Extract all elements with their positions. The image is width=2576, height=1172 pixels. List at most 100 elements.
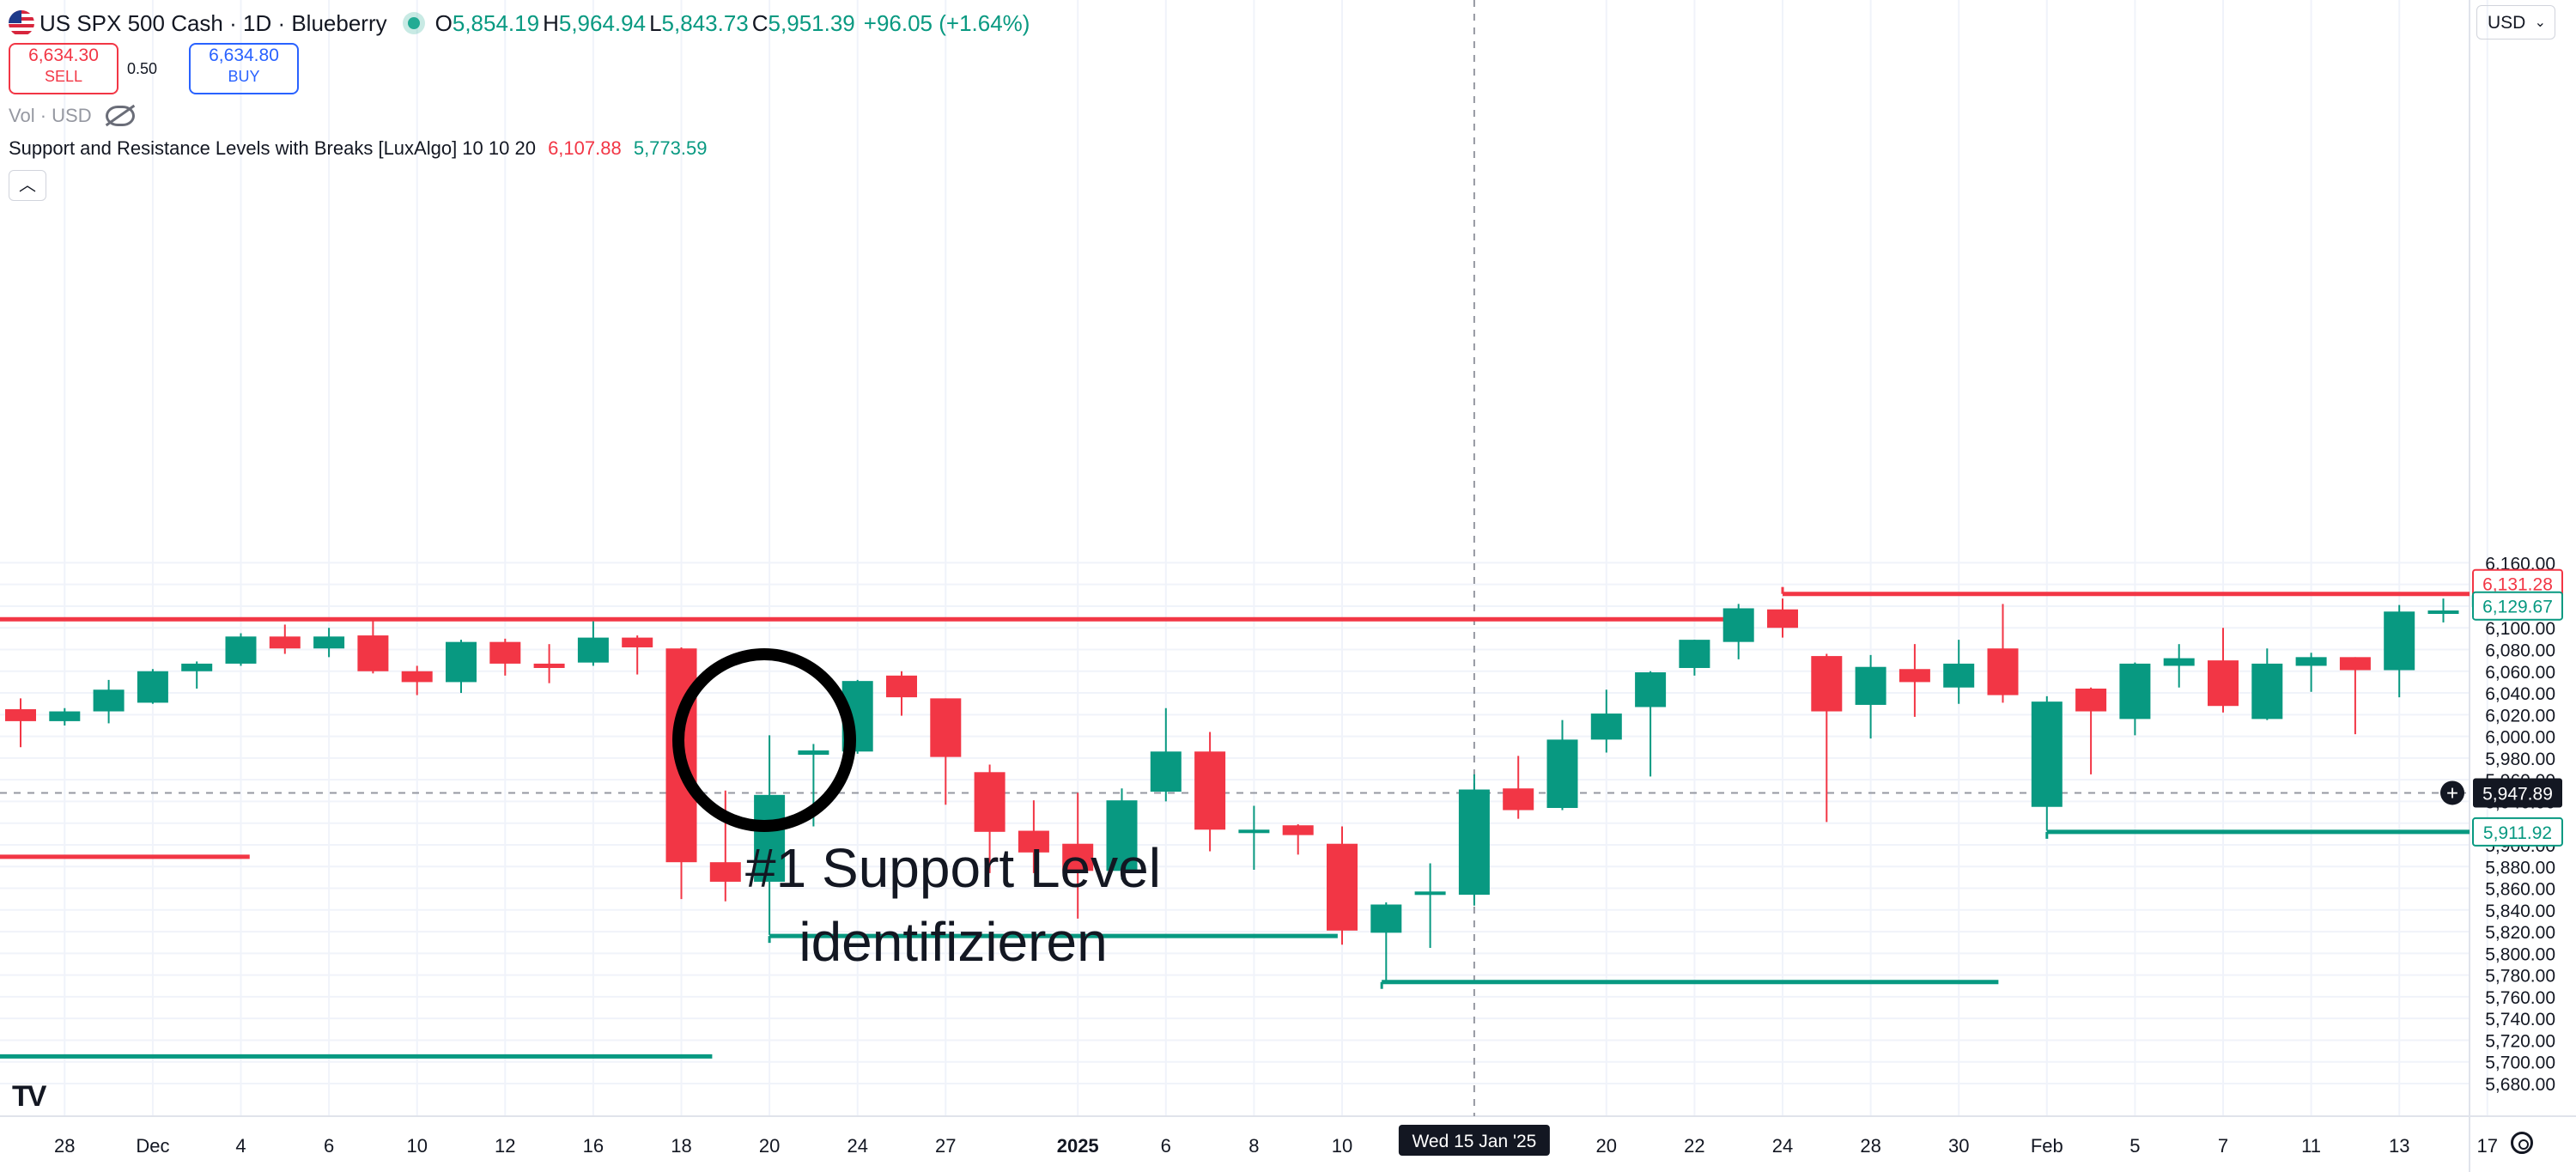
last-price-label: 6,129.67 bbox=[2482, 598, 2553, 617]
price-tick-label: 5,700.00 bbox=[2485, 1054, 2555, 1073]
price-tick-label: 5,860.00 bbox=[2485, 880, 2555, 900]
candle-body bbox=[1150, 751, 1182, 792]
plus-icon: + bbox=[2446, 781, 2458, 805]
candle-body bbox=[886, 675, 917, 698]
price-tick-label: 5,880.00 bbox=[2485, 858, 2555, 877]
time-tick-label: 4 bbox=[235, 1135, 246, 1157]
us-flag-icon bbox=[9, 10, 34, 36]
price-tick-label: 5,780.00 bbox=[2485, 967, 2555, 987]
price-tick-label: 5,800.00 bbox=[2485, 944, 2555, 964]
symbol-title[interactable]: US SPX 500 Cash · 1D · Blueberry bbox=[39, 9, 387, 36]
time-tick-label: 10 bbox=[1332, 1135, 1352, 1157]
price-tick-label: 5,740.00 bbox=[2485, 1010, 2555, 1029]
time-tick-label: 12 bbox=[495, 1135, 515, 1157]
candle-body bbox=[1987, 648, 2019, 695]
indicator-resistance-value: 6,107.88 bbox=[548, 137, 622, 159]
time-tick-label: 6 bbox=[324, 1135, 334, 1157]
time-tick-label: 7 bbox=[2218, 1135, 2228, 1157]
time-tick-label: 2025 bbox=[1057, 1135, 1099, 1157]
close-label: C bbox=[751, 9, 769, 36]
candle-body bbox=[1679, 640, 1710, 668]
volume-legend[interactable]: Vol · USD bbox=[9, 105, 135, 127]
chevron-up-icon[interactable]: ︿ bbox=[9, 170, 46, 201]
price-tick-label: 6,040.00 bbox=[2485, 684, 2555, 704]
candle-body bbox=[754, 794, 786, 882]
buy-price: 6,634.80 bbox=[209, 46, 279, 65]
candle-body bbox=[1811, 656, 1843, 712]
candle-body bbox=[533, 663, 565, 668]
low-value: 5,843.73 bbox=[661, 9, 749, 36]
candle-body bbox=[1106, 800, 1138, 871]
time-tick-label: 28 bbox=[1860, 1135, 1880, 1157]
time-tick-label: Dec bbox=[136, 1135, 169, 1157]
candle-body bbox=[1458, 789, 1490, 896]
candle-body bbox=[2163, 658, 2195, 666]
price-tick-label: 6,080.00 bbox=[2485, 641, 2555, 661]
time-tick-label: 28 bbox=[54, 1135, 75, 1157]
candle-body bbox=[2075, 688, 2107, 712]
price-tick-label: 6,160.00 bbox=[2485, 554, 2555, 574]
support-price-label: 5,911.92 bbox=[2483, 823, 2552, 843]
close-value: 5,951.39 bbox=[768, 9, 855, 36]
indicator-support-value: 5,773.59 bbox=[633, 137, 708, 159]
candle-body bbox=[49, 711, 81, 721]
candle-body bbox=[1018, 830, 1049, 853]
time-tick-label: 20 bbox=[759, 1135, 780, 1157]
crosshair-time-label: Wed 15 Jan '25 bbox=[1412, 1132, 1536, 1151]
indicator-legend[interactable]: Support and Resistance Levels with Break… bbox=[9, 137, 707, 160]
open-label: O bbox=[434, 9, 453, 36]
crosshair-price-label: 5,947.89 bbox=[2482, 784, 2553, 804]
eye-hidden-icon[interactable] bbox=[105, 106, 135, 126]
candle-body bbox=[798, 750, 829, 756]
crosshair-time-box bbox=[1398, 1125, 1550, 1156]
spread-value: 0.50 bbox=[127, 60, 158, 77]
candle-body bbox=[2339, 657, 2371, 671]
low-label: L bbox=[649, 9, 662, 36]
sell-button[interactable]: 6,634.30 SELL bbox=[9, 43, 118, 94]
time-tick-label: 30 bbox=[1948, 1135, 1969, 1157]
time-tick-label: 10 bbox=[406, 1135, 427, 1157]
market-open-icon bbox=[407, 17, 420, 29]
candle-body bbox=[2251, 663, 2283, 720]
candle-body bbox=[1590, 714, 1622, 740]
candle-body bbox=[1635, 672, 1667, 707]
time-tick-label: 17 bbox=[2477, 1135, 2498, 1157]
buy-button[interactable]: 6,634.80 BUY bbox=[189, 43, 299, 94]
symbol-header: US SPX 500 Cash · 1D · Blueberry O 5,854.… bbox=[0, 0, 1030, 46]
crosshair-price-box bbox=[2473, 778, 2562, 808]
time-tick-label: 8 bbox=[1249, 1135, 1259, 1157]
candle-body bbox=[2031, 701, 2063, 807]
price-tick-label: 6,020.00 bbox=[2485, 706, 2555, 726]
candle-body bbox=[313, 636, 345, 649]
candle-body bbox=[1722, 608, 1754, 642]
last-price-box bbox=[2472, 591, 2563, 621]
price-tick-label: 6,000.00 bbox=[2485, 728, 2555, 748]
candle-body bbox=[137, 671, 168, 703]
high-label: H bbox=[543, 9, 559, 36]
add-alert-icon bbox=[2440, 780, 2464, 805]
candle-body bbox=[5, 709, 36, 721]
candle-body bbox=[1943, 663, 1975, 688]
volume-label: Vol · USD bbox=[9, 105, 92, 126]
time-tick-label: Feb bbox=[2031, 1135, 2063, 1157]
candle-body bbox=[1414, 891, 1446, 896]
candle-body bbox=[2427, 610, 2459, 615]
candle-body bbox=[1855, 666, 1886, 705]
open-value: 5,854.19 bbox=[452, 9, 540, 36]
time-tick-label: 5 bbox=[2129, 1135, 2140, 1157]
high-value: 5,964.94 bbox=[558, 9, 647, 36]
currency-select[interactable]: USD ⌄ bbox=[2476, 5, 2555, 39]
highlight-circle bbox=[672, 648, 856, 832]
candle-body bbox=[1899, 669, 1930, 683]
support-price-box bbox=[2472, 817, 2563, 847]
tradingview-logo[interactable]: TV bbox=[12, 1080, 46, 1113]
time-tick-label: 6 bbox=[1161, 1135, 1171, 1157]
settings-icon[interactable] bbox=[2511, 1132, 2533, 1154]
candle-body bbox=[2119, 663, 2151, 720]
price-tick-label: 5,720.00 bbox=[2485, 1031, 2555, 1051]
candle-body bbox=[1062, 843, 1094, 871]
time-tick-label: 11 bbox=[2301, 1135, 2321, 1157]
price-tick-label: 6,060.00 bbox=[2485, 663, 2555, 683]
candle-body bbox=[2295, 657, 2327, 666]
